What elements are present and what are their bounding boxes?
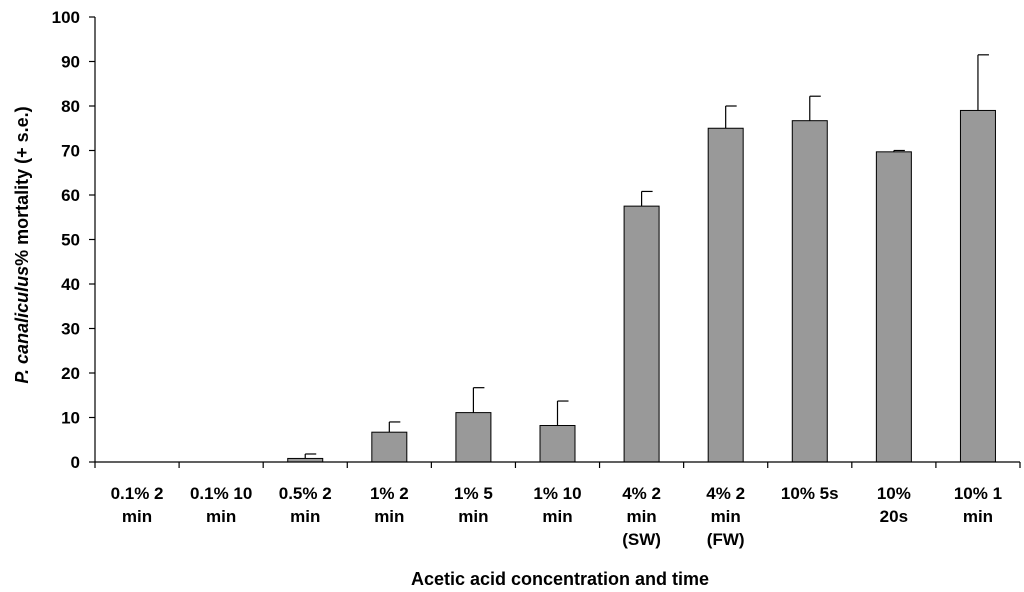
x-tick-label-line: (SW) — [622, 530, 661, 549]
x-tick-label: 4% 2 min (SW) — [622, 484, 661, 549]
x-tick-label-line: min — [542, 507, 572, 526]
x-tick-label: 0.5% 2 min — [279, 484, 332, 526]
x-tick-label-line: min — [206, 507, 236, 526]
bar — [875, 151, 912, 463]
x-tick-label: 1% 2 min — [370, 484, 409, 526]
y-axis-title-rest: % mortality (+ s.e.) — [12, 106, 32, 266]
x-tick-label-line: 1% 5 — [454, 484, 493, 503]
x-tick-label-line: min — [711, 507, 741, 526]
x-tick-label-line: 0.1% 10 — [190, 484, 252, 503]
bar — [707, 127, 744, 463]
y-tick-label: 70 — [61, 142, 80, 161]
x-tick-label: 4% 2 min (FW) — [706, 484, 745, 549]
bar — [623, 205, 660, 463]
x-tick-label-line: 20s — [880, 507, 908, 526]
x-tick-label-line: min — [963, 507, 993, 526]
y-axis: 0 10 20 30 40 50 60 70 80 90 100 — [52, 8, 96, 472]
x-tick-label-line: 10% 1 — [954, 484, 1002, 503]
x-tick-label: 10% 1 min — [954, 484, 1002, 526]
x-tick-label-line: min — [626, 507, 656, 526]
bar — [455, 412, 492, 463]
x-tick-label-line: 1% 2 — [370, 484, 409, 503]
x-tick-label-line: (FW) — [707, 530, 745, 549]
x-tick-label-line: min — [374, 507, 404, 526]
x-tick-label-line: min — [458, 507, 488, 526]
y-tick-label: 40 — [61, 275, 80, 294]
y-tick-label: 100 — [52, 8, 80, 27]
y-tick-label: 90 — [61, 53, 80, 72]
y-tick-label: 10 — [61, 409, 80, 428]
x-tick-label-line: 0.1% 2 — [111, 484, 164, 503]
y-tick-label: 50 — [61, 231, 80, 250]
error-bars — [304, 54, 989, 459]
x-tick-label-line: 10% — [877, 484, 911, 503]
y-tick-label: 60 — [61, 186, 80, 205]
bars — [287, 109, 996, 463]
y-tick-label: 20 — [61, 364, 80, 383]
y-axis-title-italic: P. canaliculus — [12, 266, 32, 384]
x-tick-label: 1% 10 min — [533, 484, 581, 526]
x-tick-label-line: 4% 2 — [622, 484, 661, 503]
bar — [371, 431, 408, 463]
y-tick-label: 30 — [61, 320, 80, 339]
x-tick-label-line: 4% 2 — [706, 484, 745, 503]
bar — [791, 120, 828, 463]
x-tick-label: 10% 20s — [877, 484, 911, 526]
x-tick-label: 10% 5s — [781, 484, 839, 503]
x-tick-label-line: min — [290, 507, 320, 526]
x-tick-label-line: 10% 5s — [781, 484, 839, 503]
x-tick-label: 0.1% 2 min — [111, 484, 164, 526]
x-axis: 0.1% 2 min 0.1% 10 min 0.5% 2 min 1% 2 min 1% 5 m… — [94, 461, 1021, 549]
x-tick-label-line: min — [122, 507, 152, 526]
x-tick-label: 1% 5 min — [454, 484, 493, 526]
x-tick-label-line: 1% 10 — [533, 484, 581, 503]
x-tick-label: 0.1% 10 min — [190, 484, 252, 526]
y-tick-label: 80 — [61, 97, 80, 116]
x-tick-label-line: 0.5% 2 — [279, 484, 332, 503]
y-tick-label: 0 — [71, 453, 80, 472]
bar — [959, 109, 996, 463]
y-axis-title: P. canaliculus% mortality (+ s.e.) — [12, 106, 32, 383]
bar — [539, 425, 576, 463]
x-axis-title: Acetic acid concentration and time — [411, 569, 709, 589]
